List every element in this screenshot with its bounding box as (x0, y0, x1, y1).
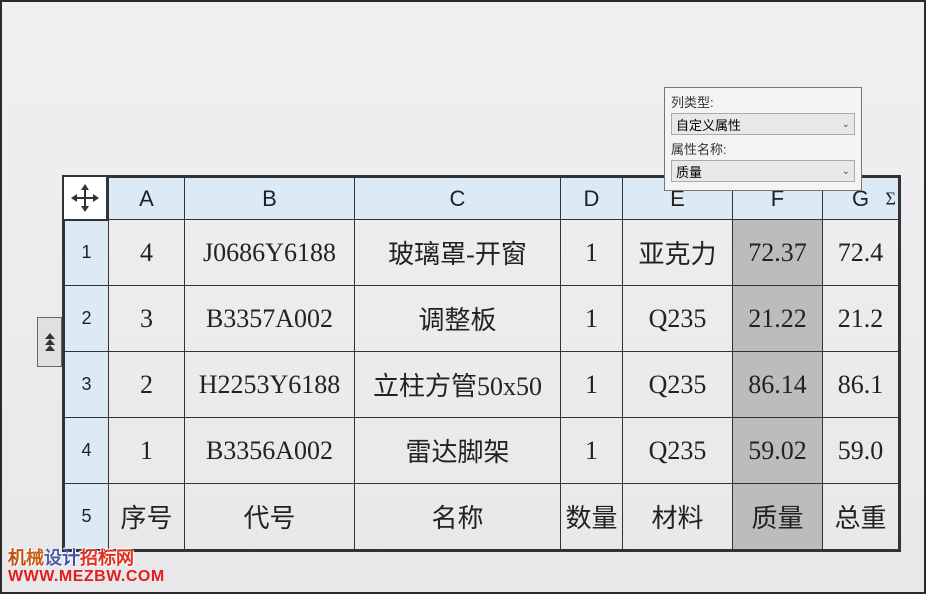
bom-table-container: A B C D E F G Σ 14J0686Y6188玻璃罩-开窗1亚克力72… (62, 175, 901, 552)
watermark-line2: WWW.MEZBW.COM (8, 568, 165, 586)
table-cell[interactable]: Q235 (623, 352, 733, 418)
table-cell[interactable]: Q235 (623, 286, 733, 352)
row-header[interactable]: 1 (65, 220, 109, 286)
table-row: 32H2253Y6188立柱方管50x501Q23586.1486.1 (65, 352, 899, 418)
table-move-handle[interactable] (62, 175, 108, 221)
table-cell[interactable]: 调整板 (355, 286, 561, 352)
table-cell[interactable]: 72.37 (733, 220, 823, 286)
table-cell[interactable]: 4 (109, 220, 185, 286)
table-cell[interactable]: 3 (109, 286, 185, 352)
chevron-down-icon: ⌄ (842, 119, 850, 130)
sigma-icon: Σ (886, 188, 896, 209)
table-cell[interactable]: 序号 (109, 484, 185, 550)
column-properties-panel: 列类型: 自定义属性 ⌄ 属性名称: 质量 ⌄ (664, 87, 862, 191)
table-cell[interactable]: 21.2 (823, 286, 899, 352)
table-cell[interactable]: J0686Y6188 (185, 220, 355, 286)
table-cell[interactable]: 2 (109, 352, 185, 418)
table-cell[interactable]: 1 (561, 352, 623, 418)
table-cell[interactable]: 数量 (561, 484, 623, 550)
row-header[interactable]: 5 (65, 484, 109, 550)
table-cell[interactable]: B3356A002 (185, 418, 355, 484)
table-cell[interactable]: Q235 (623, 418, 733, 484)
table-row: 14J0686Y6188玻璃罩-开窗1亚克力72.3772.4 (65, 220, 899, 286)
row-header[interactable]: 4 (65, 418, 109, 484)
table-cell[interactable]: 名称 (355, 484, 561, 550)
table-cell[interactable]: 1 (561, 220, 623, 286)
table-cell[interactable]: 72.4 (823, 220, 899, 286)
table-row: 5序号代号名称数量材料质量总重 (65, 484, 899, 550)
property-name-dropdown[interactable]: 质量 ⌄ (671, 160, 855, 182)
column-type-label: 列类型: (671, 92, 855, 111)
row-header[interactable]: 3 (65, 352, 109, 418)
table-cell[interactable]: 86.1 (823, 352, 899, 418)
col-header-C[interactable]: C (355, 178, 561, 220)
row-insert-handle[interactable] (37, 317, 62, 367)
chevron-down-icon: ⌄ (842, 166, 850, 177)
table-cell[interactable]: 21.22 (733, 286, 823, 352)
col-header-A[interactable]: A (109, 178, 185, 220)
table-cell[interactable]: 代号 (185, 484, 355, 550)
table-cell[interactable]: 86.14 (733, 352, 823, 418)
watermark: 机械设计招标网 WWW.MEZBW.COM (8, 549, 165, 586)
table-cell[interactable]: 玻璃罩-开窗 (355, 220, 561, 286)
property-name-label: 属性名称: (671, 139, 855, 158)
table-row: 23B3357A002调整板1Q23521.2221.2 (65, 286, 899, 352)
row-header[interactable]: 2 (65, 286, 109, 352)
table-cell[interactable]: 59.02 (733, 418, 823, 484)
table-cell[interactable]: 立柱方管50x50 (355, 352, 561, 418)
table-cell[interactable]: 1 (561, 286, 623, 352)
table-cell[interactable]: 亚克力 (623, 220, 733, 286)
bom-table[interactable]: A B C D E F G Σ 14J0686Y6188玻璃罩-开窗1亚克力72… (64, 177, 899, 550)
column-type-dropdown[interactable]: 自定义属性 ⌄ (671, 113, 855, 135)
table-cell[interactable]: 总重 (823, 484, 899, 550)
table-cell[interactable]: 材料 (623, 484, 733, 550)
table-cell[interactable]: 雷达脚架 (355, 418, 561, 484)
col-header-D[interactable]: D (561, 178, 623, 220)
triangle-up-icon (45, 345, 55, 351)
table-cell[interactable]: 1 (109, 418, 185, 484)
table-cell[interactable]: B3357A002 (185, 286, 355, 352)
table-cell[interactable]: H2253Y6188 (185, 352, 355, 418)
col-header-B[interactable]: B (185, 178, 355, 220)
watermark-line1: 机械设计招标网 (8, 549, 165, 569)
move-icon (69, 182, 101, 214)
property-name-value: 质量 (676, 162, 702, 181)
table-cell[interactable]: 59.0 (823, 418, 899, 484)
column-type-value: 自定义属性 (676, 115, 741, 134)
table-row: 41B3356A002雷达脚架1Q23559.0259.0 (65, 418, 899, 484)
table-cell[interactable]: 质量 (733, 484, 823, 550)
table-cell[interactable]: 1 (561, 418, 623, 484)
